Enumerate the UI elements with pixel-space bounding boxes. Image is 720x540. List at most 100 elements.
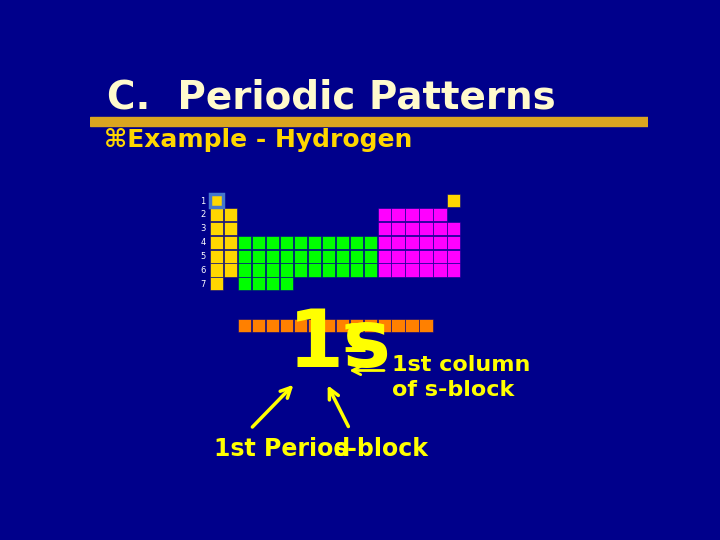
Text: 3: 3	[200, 224, 205, 233]
Bar	[266, 236, 279, 249]
Text: 1st column
of s-block: 1st column of s-block	[392, 355, 531, 400]
Bar	[252, 249, 265, 262]
Bar	[294, 319, 307, 332]
Bar	[210, 208, 223, 221]
Bar	[322, 249, 335, 262]
Bar	[224, 249, 238, 262]
Text: s-block: s-block	[334, 437, 429, 461]
Bar	[224, 222, 238, 235]
Text: 1s: 1s	[287, 306, 392, 384]
Bar	[364, 319, 377, 332]
Bar	[447, 194, 461, 207]
Bar	[280, 249, 293, 262]
Bar	[252, 264, 265, 276]
Bar	[405, 236, 418, 249]
Bar	[364, 249, 377, 262]
Bar	[405, 208, 418, 221]
Bar	[447, 236, 461, 249]
Bar	[294, 249, 307, 262]
Bar	[419, 319, 433, 332]
Text: 1: 1	[341, 322, 367, 360]
Bar	[377, 319, 391, 332]
Bar	[307, 319, 321, 332]
Bar	[252, 236, 265, 249]
Bar	[210, 194, 223, 207]
Bar	[224, 208, 238, 221]
Bar	[433, 264, 446, 276]
Bar	[90, 117, 648, 126]
Bar	[392, 264, 405, 276]
Bar	[377, 264, 391, 276]
Bar	[210, 194, 223, 207]
Bar	[405, 222, 418, 235]
Bar	[419, 264, 433, 276]
Bar	[447, 222, 461, 235]
Bar	[238, 236, 251, 249]
Bar	[377, 249, 391, 262]
Bar	[294, 236, 307, 249]
Bar	[322, 236, 335, 249]
Bar	[419, 236, 433, 249]
Bar	[433, 208, 446, 221]
Text: 5: 5	[200, 252, 205, 261]
Bar	[350, 249, 363, 262]
Bar	[392, 249, 405, 262]
Bar	[210, 264, 223, 276]
Bar	[336, 236, 349, 249]
Bar	[405, 264, 418, 276]
Bar	[266, 319, 279, 332]
Bar	[350, 319, 363, 332]
Bar	[322, 264, 335, 276]
Bar	[224, 236, 238, 249]
Bar	[238, 278, 251, 291]
Bar	[392, 236, 405, 249]
Text: C.  Periodic Patterns: C. Periodic Patterns	[107, 78, 556, 116]
Bar	[336, 319, 349, 332]
Bar	[364, 236, 377, 249]
Bar	[377, 222, 391, 235]
Bar	[447, 249, 461, 262]
Bar	[224, 264, 238, 276]
Text: 2: 2	[200, 211, 205, 219]
Text: 7: 7	[200, 280, 205, 289]
Bar	[266, 264, 279, 276]
Bar	[447, 264, 461, 276]
Bar	[307, 236, 321, 249]
Bar	[392, 222, 405, 235]
Bar	[266, 249, 279, 262]
Bar	[307, 264, 321, 276]
Bar	[433, 236, 446, 249]
Bar	[392, 319, 405, 332]
Bar	[210, 249, 223, 262]
Bar	[433, 249, 446, 262]
Bar	[336, 264, 349, 276]
Bar	[238, 264, 251, 276]
Bar	[238, 249, 251, 262]
Bar	[350, 264, 363, 276]
Bar	[419, 208, 433, 221]
Bar	[238, 319, 251, 332]
Bar	[280, 319, 293, 332]
Bar	[307, 249, 321, 262]
Bar	[433, 222, 446, 235]
Bar	[336, 249, 349, 262]
Bar	[419, 222, 433, 235]
Bar	[405, 249, 418, 262]
Bar	[405, 319, 418, 332]
Bar	[392, 208, 405, 221]
Text: 1st Period: 1st Period	[214, 437, 350, 461]
Text: ⌘Example - Hydrogen: ⌘Example - Hydrogen	[104, 129, 413, 152]
Bar	[364, 264, 377, 276]
Bar	[210, 236, 223, 249]
Bar	[377, 236, 391, 249]
Bar	[294, 264, 307, 276]
Bar	[280, 264, 293, 276]
Bar	[280, 278, 293, 291]
Bar	[266, 278, 279, 291]
Text: 6: 6	[200, 266, 205, 275]
Bar	[252, 319, 265, 332]
Bar	[377, 208, 391, 221]
Bar	[210, 222, 223, 235]
Text: 1: 1	[200, 197, 205, 206]
Bar	[280, 236, 293, 249]
